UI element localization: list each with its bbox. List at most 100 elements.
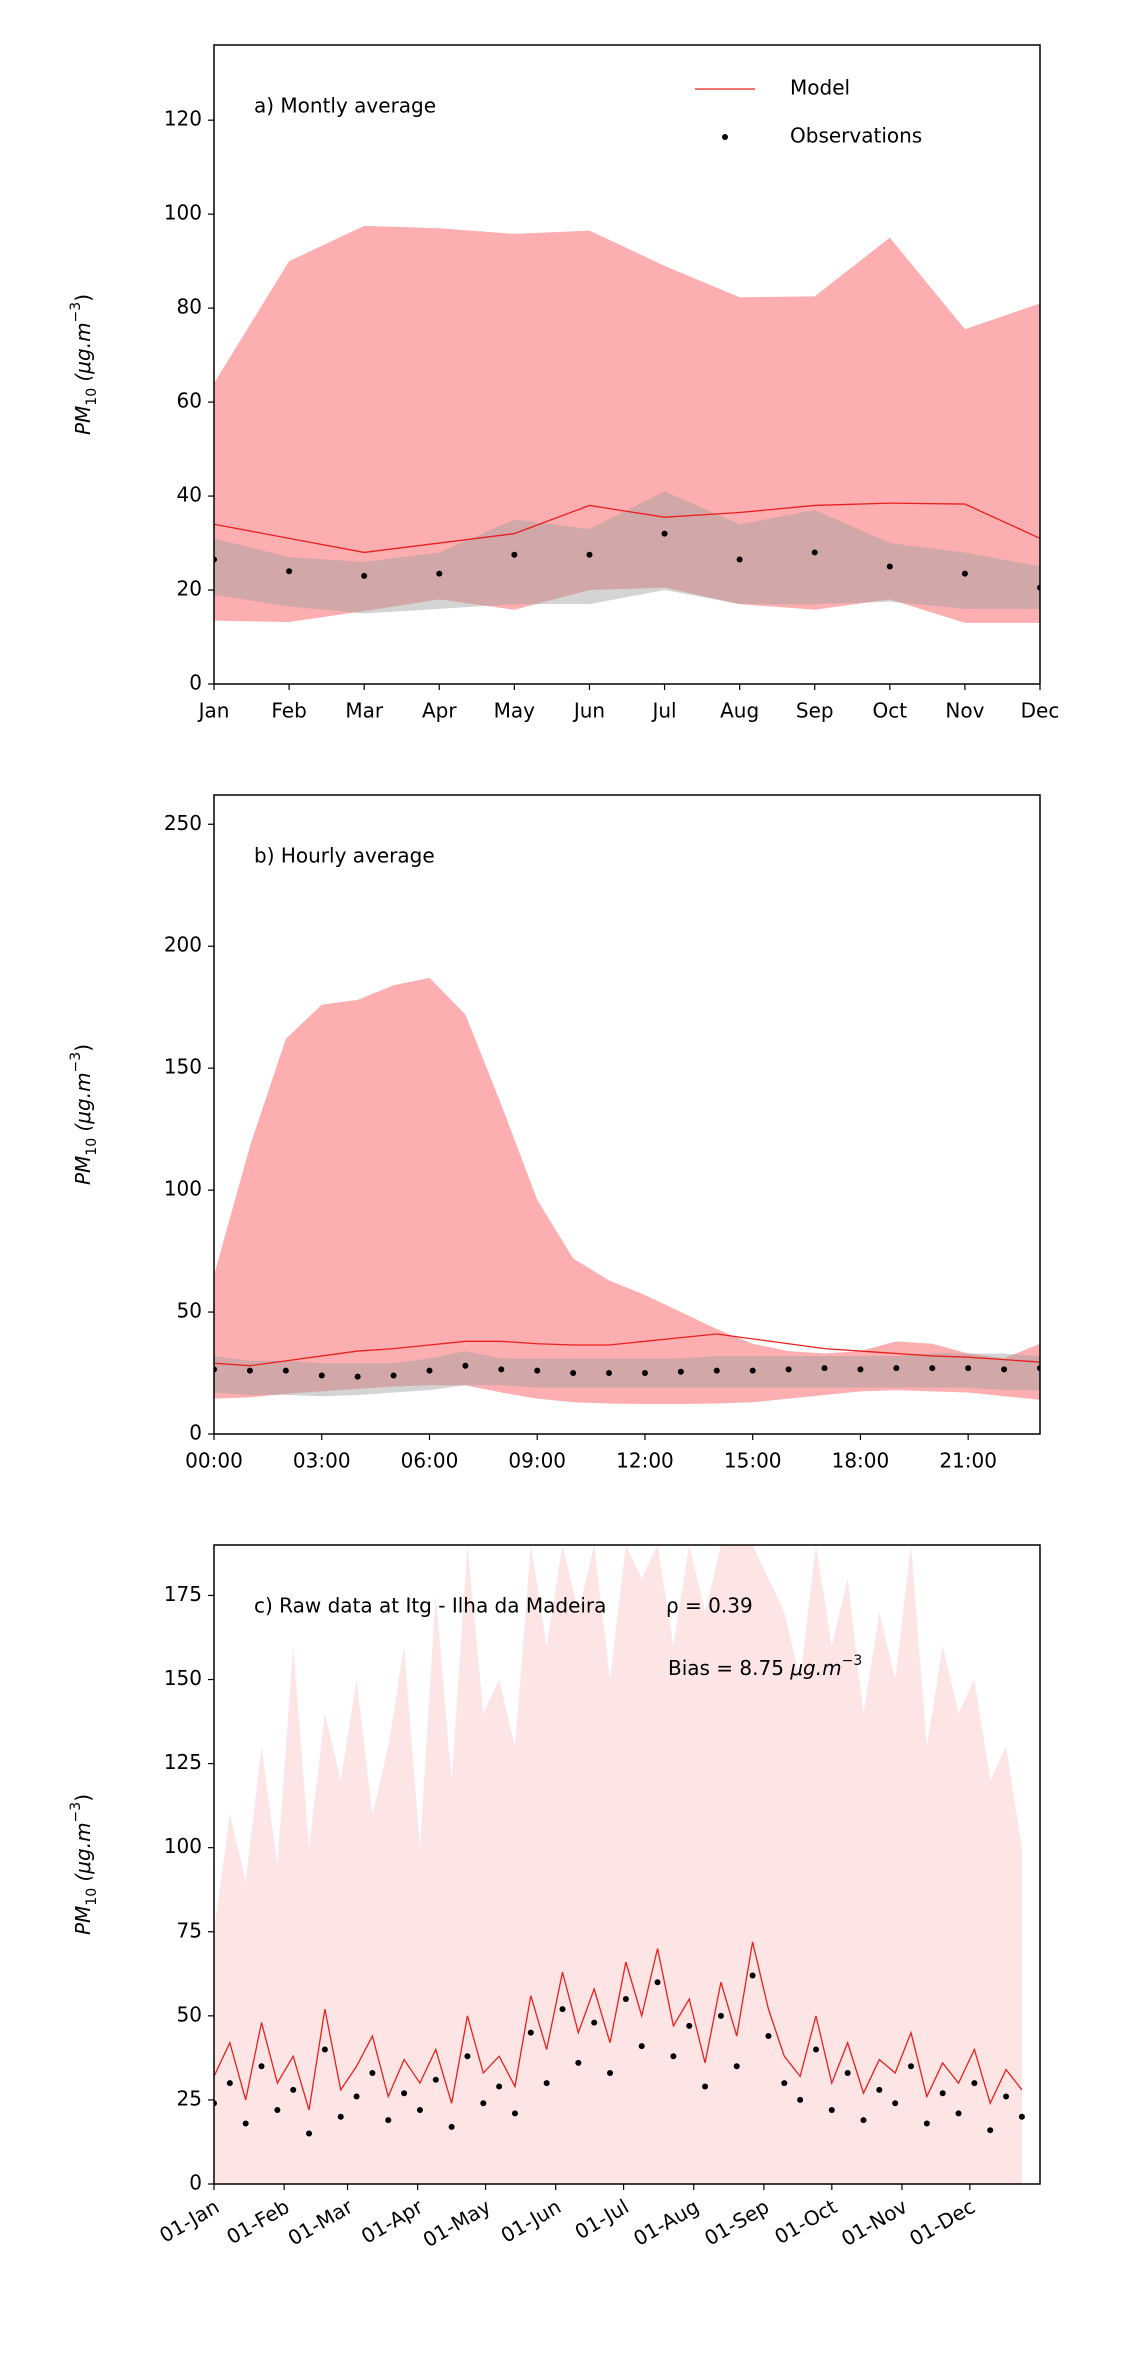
observation-point [496, 2083, 503, 2090]
observation-point [246, 1367, 253, 1374]
observation-point [1003, 2093, 1010, 2100]
observation-point [480, 2100, 487, 2107]
text-part: Bias = 8.75 [668, 1656, 790, 1680]
observation-point [306, 2130, 313, 2137]
x-tick-label: Jul [650, 699, 676, 723]
x-tick-label: 01-Aug [629, 2194, 703, 2250]
observation-point [242, 2120, 249, 2127]
x-tick-label: Oct [873, 699, 908, 723]
model-line [214, 502, 1040, 554]
observation-point [1018, 2113, 1025, 2120]
x-tick-label: Jun [572, 699, 605, 723]
y-tick-label: 50 [177, 2002, 202, 2026]
observation-point [416, 2107, 423, 2114]
text-part: μg.m [789, 1656, 841, 1680]
annotation: ρ = 0.39 [666, 1594, 753, 1618]
model-line [214, 1333, 1040, 1367]
x-tick-label: 18:00 [832, 1449, 890, 1473]
text-part: (μg.m [71, 322, 95, 387]
band-area [214, 977, 1040, 1405]
x-tick-label: Nov [945, 699, 984, 723]
observation-point [318, 1372, 325, 1379]
text-part: ) [71, 1044, 95, 1052]
panel: 0 50 100 150 200 250 00:00 03:00 06:00 09:00 12:00… [68, 794, 1041, 1473]
observation-point [575, 2059, 582, 2066]
plot-frame [213, 44, 1041, 685]
y-tick-label: 100 [164, 1177, 202, 1201]
observation-point [929, 1365, 936, 1372]
observation-point [638, 2043, 645, 2050]
plot-area [214, 1545, 1025, 2184]
x-tick-label: 06:00 [401, 1449, 459, 1473]
x-tick-label: Mar [345, 699, 384, 723]
observation-point [290, 2086, 297, 2093]
observation-point [258, 2063, 265, 2070]
observation-point [448, 2123, 455, 2130]
observation-point [606, 1370, 613, 1377]
observation-point [361, 572, 368, 579]
text-part: −3 [842, 1653, 863, 1669]
y-tick-label: 75 [177, 1918, 202, 1942]
observation-point [622, 1996, 629, 2003]
observation-point [765, 2033, 772, 2040]
plot-area [214, 225, 1040, 623]
observation-point [286, 568, 293, 575]
observation-point [781, 2080, 788, 2087]
x-tick-label: 00:00 [185, 1449, 243, 1473]
observation-point [274, 2107, 281, 2114]
text-part: 10 [84, 388, 100, 406]
observation-point [955, 2110, 962, 2117]
x-tick-label: Sep [796, 699, 834, 723]
observation-point [677, 1368, 684, 1375]
observation-point [385, 2117, 392, 2124]
bias-annotation: Bias = 8.75 μg.m−3 [668, 1653, 862, 1680]
x-tick-label: 09:00 [508, 1449, 566, 1473]
observation-point [321, 2046, 328, 2053]
x-tick-label: 21:00 [939, 1449, 997, 1473]
plot-area [214, 977, 1040, 1405]
y-tick-label: 175 [164, 1582, 202, 1606]
x-tick-label: 01-Sep [700, 2194, 773, 2250]
x-tick-label: 01-Apr [357, 2194, 428, 2249]
observation-point [426, 1367, 433, 1374]
panel-title: b) Hourly average [254, 844, 435, 868]
y-tick-label: 200 [164, 933, 202, 957]
observation-point [464, 2053, 471, 2060]
y-tick-label: 50 [177, 1299, 202, 1323]
x-tick-label: 01-Jun [497, 2194, 565, 2247]
observation-point [390, 1372, 397, 1379]
y-tick-label: 20 [177, 577, 202, 601]
observation-point [354, 1373, 361, 1380]
observation-point [987, 2127, 994, 2134]
x-tick-label: 12:00 [616, 1449, 674, 1473]
x-tick-label: Apr [422, 699, 457, 723]
panel-title: a) Montly average [254, 94, 436, 118]
observation-point [686, 2022, 693, 2029]
observation-point [713, 1367, 720, 1374]
legend-label: Model [790, 76, 850, 100]
observation-point [749, 1972, 756, 1979]
observation-point [282, 1367, 289, 1374]
y-tick-label: 25 [177, 2086, 202, 2110]
y-tick-label: 120 [164, 107, 202, 131]
observation-point [559, 2006, 566, 2013]
observation-point [570, 1370, 577, 1377]
observation-point [654, 1979, 661, 1986]
observation-point [534, 1367, 541, 1374]
y-axis-label: PM10 (μg.m−3) [68, 294, 100, 435]
x-tick-label: 01-Jan [155, 2194, 223, 2247]
observation-point [670, 2053, 677, 2060]
observation-point [436, 570, 443, 577]
x-tick-label: 01-Nov [837, 2194, 911, 2251]
x-tick-label: 01-Mar [284, 2194, 358, 2250]
observation-point [607, 2070, 614, 2077]
text-part: PM [71, 1906, 95, 1935]
observation-point [886, 563, 893, 570]
observation-point [337, 2113, 344, 2120]
observation-point [939, 2090, 946, 2097]
observation-point [353, 2093, 360, 2100]
plot-frame [213, 794, 1041, 1435]
panel-title: c) Raw data at Itg - Ilha da Madeira [254, 1594, 606, 1618]
y-axis-label: PM10 (μg.m−3) [68, 1794, 100, 1935]
